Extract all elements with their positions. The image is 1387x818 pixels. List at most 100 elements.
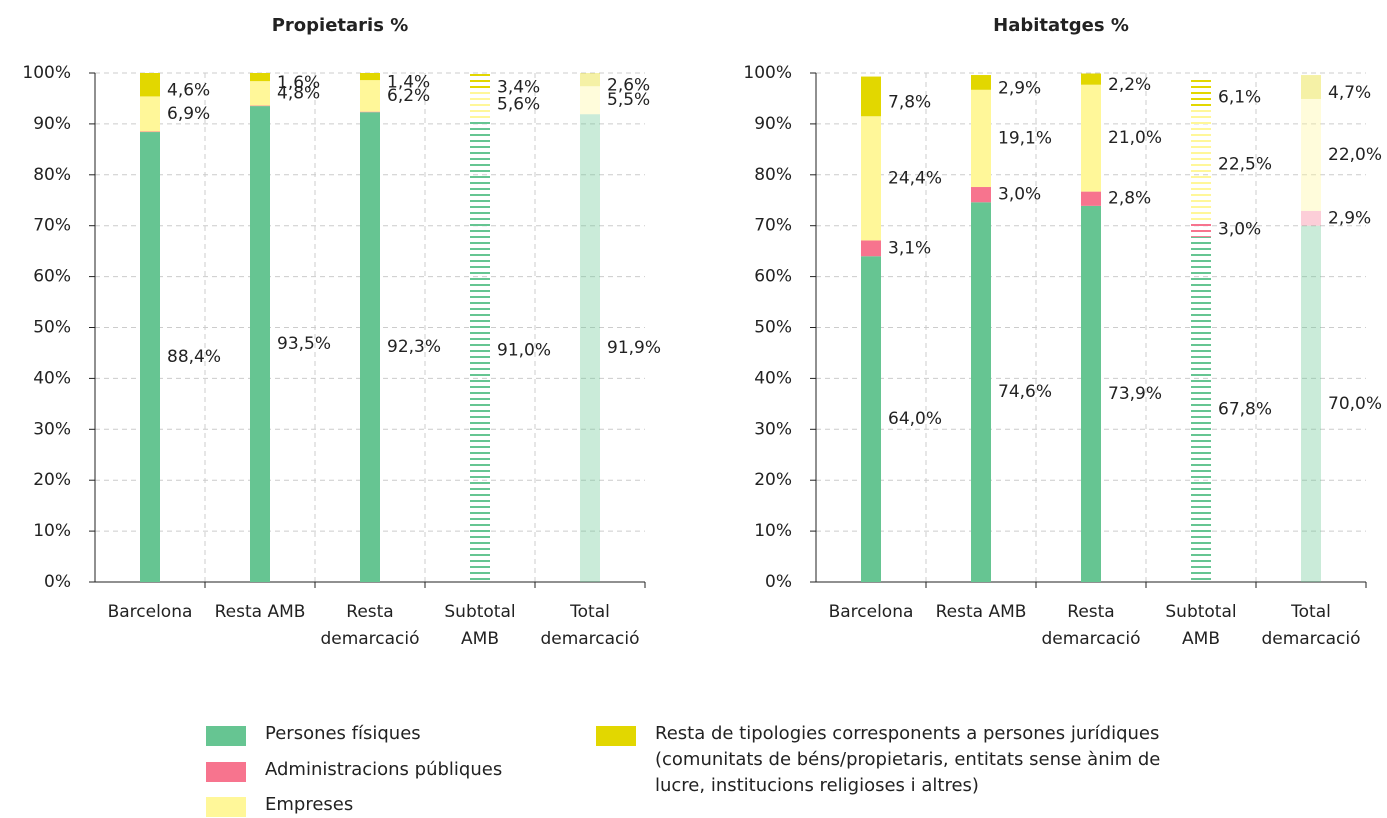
x-tick-label: demarcació — [1041, 629, 1140, 649]
x-tick-label: Subtotal — [1165, 602, 1236, 622]
legend-swatch — [596, 726, 636, 746]
bar-segment — [861, 76, 881, 117]
chart-title: Habitatges % — [993, 15, 1129, 36]
bar-segment — [1301, 75, 1321, 99]
bar-segment — [580, 114, 600, 582]
bar-segment — [580, 86, 600, 115]
x-tick-label: Resta AMB — [215, 602, 306, 622]
bar-segment — [1191, 76, 1211, 108]
y-tick-label: 90% — [33, 114, 71, 134]
value-label: 3,0% — [1218, 219, 1261, 239]
x-tick-label: Total — [569, 602, 610, 622]
value-label: 3,4% — [497, 78, 540, 98]
value-label: 21,0% — [1108, 128, 1162, 148]
x-tick-label: demarcació — [1261, 629, 1360, 649]
x-tick-label: demarcació — [540, 629, 639, 649]
y-tick-label: 70% — [33, 216, 71, 236]
legend-swatch — [206, 797, 246, 817]
bar-segment — [140, 96, 160, 132]
y-tick-label: 0% — [765, 572, 792, 592]
value-label: 24,4% — [888, 168, 942, 188]
bar-segment — [971, 75, 991, 90]
bar-segment — [1081, 84, 1101, 192]
value-label: 22,0% — [1328, 145, 1382, 165]
value-label: 5,6% — [497, 95, 540, 115]
value-label: 3,0% — [998, 185, 1041, 205]
value-label: 2,8% — [1108, 189, 1151, 209]
value-label: 88,4% — [167, 347, 221, 367]
bar-segment — [470, 118, 490, 582]
y-tick-label: 80% — [33, 165, 71, 185]
bar-segment — [250, 73, 270, 82]
x-tick-label: Barcelona — [829, 602, 914, 622]
value-label: 2,9% — [998, 78, 1041, 98]
bar-segment — [1081, 205, 1101, 582]
bar-segment — [360, 80, 380, 112]
bar-segment — [971, 202, 991, 582]
bar-segment — [360, 112, 380, 583]
bar-segment — [861, 256, 881, 582]
y-tick-label: 100% — [743, 63, 792, 83]
legend-label: Administracions públiques — [265, 759, 503, 780]
x-tick-label: demarcació — [320, 629, 419, 649]
bar-segment — [1081, 191, 1101, 206]
y-tick-label: 30% — [754, 419, 792, 439]
value-label: 22,5% — [1218, 154, 1272, 174]
value-label: 67,8% — [1218, 399, 1272, 419]
legend-label: Empreses — [265, 794, 354, 815]
legend-label: Persones físiques — [265, 723, 421, 744]
value-label: 73,9% — [1108, 384, 1162, 404]
value-label: 64,0% — [888, 409, 942, 429]
bar-segment — [250, 81, 270, 106]
bar-segment — [1081, 73, 1101, 85]
bar-segment — [1301, 225, 1321, 582]
y-tick-label: 60% — [33, 267, 71, 287]
value-label: 93,5% — [277, 334, 331, 354]
x-tick-label: AMB — [1182, 629, 1220, 649]
x-tick-label: Total — [1290, 602, 1331, 622]
y-tick-label: 20% — [754, 470, 792, 490]
bar-segment — [1191, 221, 1211, 237]
bar-segment — [1191, 236, 1211, 582]
y-tick-label: 30% — [33, 419, 71, 439]
bar-segment — [470, 73, 490, 91]
value-label: 2,6% — [607, 76, 650, 96]
legend-swatch — [206, 762, 246, 782]
y-tick-label: 10% — [33, 521, 71, 541]
bar-segment — [1191, 107, 1211, 222]
x-tick-label: AMB — [461, 629, 499, 649]
bar-segment — [360, 73, 380, 81]
y-tick-label: 80% — [754, 165, 792, 185]
value-label: 4,7% — [1328, 83, 1371, 103]
x-tick-label: Resta AMB — [936, 602, 1027, 622]
legend-label: Resta de tipologies corresponents a pers… — [655, 723, 1161, 796]
chart-title: Propietaris % — [272, 15, 409, 36]
y-tick-label: 90% — [754, 114, 792, 134]
value-label: 19,1% — [998, 128, 1052, 148]
y-tick-label: 40% — [33, 368, 71, 388]
y-tick-label: 10% — [754, 521, 792, 541]
value-label: 92,3% — [387, 337, 441, 357]
value-label: 7,8% — [888, 92, 931, 112]
legend-swatch — [206, 726, 246, 746]
value-label: 2,2% — [1108, 75, 1151, 95]
value-label: 6,1% — [1218, 88, 1261, 108]
value-label: 3,1% — [888, 238, 931, 258]
value-label: 1,4% — [387, 73, 430, 93]
y-tick-label: 20% — [33, 470, 71, 490]
bar-segment — [470, 90, 490, 119]
y-tick-label: 50% — [33, 318, 71, 338]
bar-segment — [140, 131, 160, 133]
bar-segment — [140, 132, 160, 582]
value-label: 70,0% — [1328, 394, 1382, 414]
value-label: 1,6% — [277, 73, 320, 93]
bar-segment — [971, 89, 991, 188]
bar-segment — [360, 111, 380, 113]
bar-segment — [861, 116, 881, 241]
value-label: 5,5% — [607, 90, 650, 110]
value-label: 91,9% — [607, 338, 661, 358]
y-tick-label: 60% — [754, 267, 792, 287]
y-tick-label: 50% — [754, 318, 792, 338]
value-label: 4,8% — [277, 83, 320, 103]
bar-segment — [250, 105, 270, 107]
